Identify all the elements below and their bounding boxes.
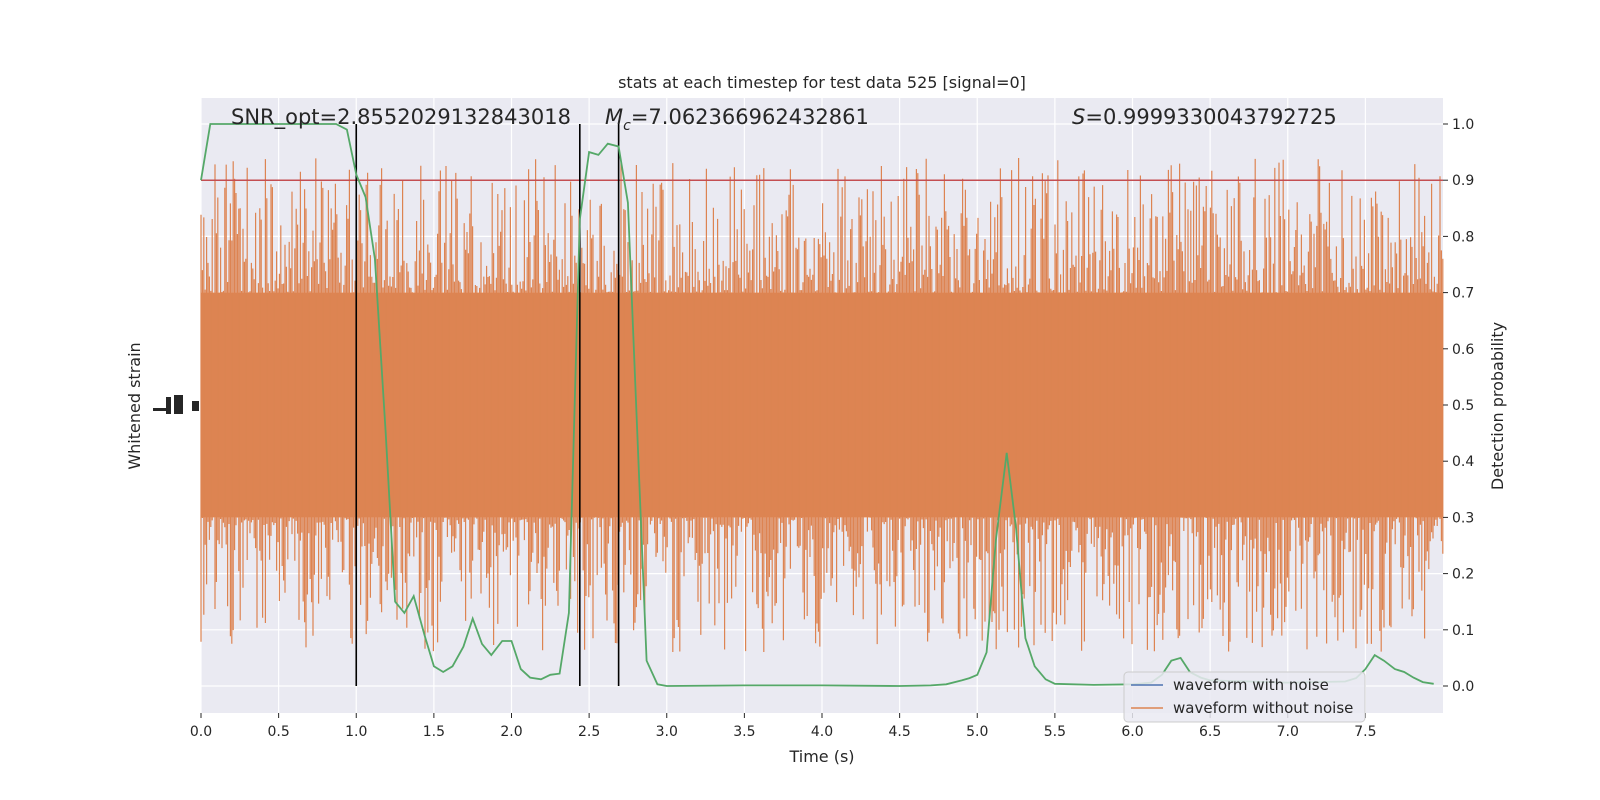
reference-lines [201,124,1443,686]
x-tick-label: 1.5 [423,724,445,740]
x-tick-label: 5.5 [1044,724,1066,740]
chirp-mass-subscript: c [623,118,631,134]
chirp-mass-symbol: M [605,105,623,129]
y-axis-label-right: Detection probability [1488,322,1507,490]
chart-title: stats at each timestep for test data 525… [618,73,1026,92]
y-tick-label-right: 0.5 [1452,398,1474,414]
axes: 0.0 0.5 1.0 1.5 2.0 2.5 3.0 3.5 4.0 4.5 5.0 5.5 6.0 6… [190,117,1474,740]
y-tick-label-right: 1.0 [1452,117,1474,133]
snr-annotation: SNR_opt=2.8552029132843018 [231,105,571,130]
x-tick-label: 5.0 [966,724,988,740]
chirp-mass-value: =7.062366962432861 [631,105,869,129]
x-tick-label: 0.0 [190,724,212,740]
waveform-without-noise-series [200,158,1444,652]
x-tick-label: 1.0 [345,724,367,740]
legend: waveform with noise waveform without noi… [1123,671,1366,723]
chirp-mass-annotation: Mc=7.062366962432861 [605,105,869,134]
x-tick-label: 3.5 [733,724,755,740]
x-tick-label: 7.0 [1277,724,1299,740]
y-tick-label-right: 0.8 [1452,229,1474,245]
legend-label-with-noise: waveform with noise [1173,676,1329,694]
x-tick-label: 3.0 [656,724,678,740]
y-tick-label-right: 0.9 [1452,173,1474,189]
legend-label-without-noise: waveform without noise [1173,699,1353,717]
y-tick-label-right: 0.6 [1452,342,1474,358]
y-tick-label-right: 0.2 [1452,567,1474,583]
s-value: =0.9999330043792725 [1085,105,1336,129]
y-tick-label-right: 0.4 [1452,454,1474,470]
legend-box [1123,671,1366,723]
x-tick-label: 2.5 [578,724,600,740]
y-tick-label-right: 0.0 [1452,679,1474,695]
y-tick-label-right: 0.3 [1452,510,1474,526]
y-tick-label-right: 0.1 [1452,623,1474,639]
left-axis-collapsed-ticks [153,395,199,414]
x-tick-label: 7.5 [1354,724,1376,740]
s-annotation: S=0.9999330043792725 [1072,105,1337,129]
s-symbol: S [1072,105,1085,129]
x-axis-label: Time (s) [788,747,854,766]
x-tick-label: 0.5 [267,724,289,740]
detection-probability-series [200,123,1434,687]
y-tick-label-right: 0.7 [1452,286,1474,302]
noise-spikes [200,158,1444,652]
detection-probability-line [200,123,1434,687]
x-tick-label: 4.0 [811,724,833,740]
x-tick-label: 6.0 [1121,724,1143,740]
x-tick-label: 6.5 [1199,724,1221,740]
x-tick-label: 2.0 [500,724,522,740]
y-axis-label-left: Whitened strain [125,342,144,469]
x-tick-label: 4.5 [888,724,910,740]
